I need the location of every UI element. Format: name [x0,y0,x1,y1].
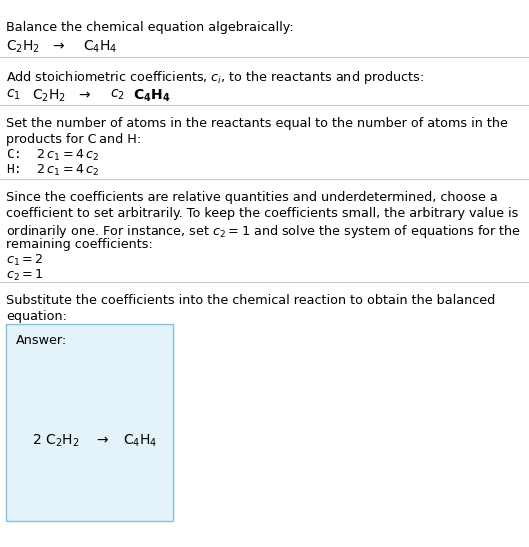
Text: $2\ \mathregular{C_2H_2}$: $2\ \mathregular{C_2H_2}$ [32,432,79,449]
Text: $\rightarrow$: $\rightarrow$ [50,38,66,53]
Text: $c_1$: $c_1$ [6,88,21,102]
Text: products for C and H:: products for C and H: [6,133,142,146]
Text: Balance the chemical equation algebraically:: Balance the chemical equation algebraica… [6,21,294,34]
Text: C:  $2\,c_1 = 4\,c_2$: C: $2\,c_1 = 4\,c_2$ [6,148,100,163]
Text: $\mathregular{C_2H_2}$: $\mathregular{C_2H_2}$ [32,88,66,104]
Text: equation:: equation: [6,310,67,323]
FancyBboxPatch shape [6,324,173,521]
Text: H:  $2\,c_1 = 4\,c_2$: H: $2\,c_1 = 4\,c_2$ [6,162,100,178]
Text: $\mathregular{C_4H_4}$: $\mathregular{C_4H_4}$ [123,432,157,449]
Text: ordinarily one. For instance, set $c_2 = 1$ and solve the system of equations fo: ordinarily one. For instance, set $c_2 =… [6,223,522,240]
Text: Answer:: Answer: [16,334,67,347]
Text: remaining coefficients:: remaining coefficients: [6,238,153,252]
Text: $\rightarrow$: $\rightarrow$ [76,88,92,102]
Text: $\mathregular{C_4H_4}$: $\mathregular{C_4H_4}$ [83,38,117,55]
Text: Substitute the coefficients into the chemical reaction to obtain the balanced: Substitute the coefficients into the che… [6,294,496,307]
Text: $\mathregular{C_2H_2}$: $\mathregular{C_2H_2}$ [6,38,41,55]
Text: $c_1 = 2$: $c_1 = 2$ [6,253,44,268]
Text: $c_2 = 1$: $c_2 = 1$ [6,267,44,283]
Text: $\mathbf{C_4H_4}$: $\mathbf{C_4H_4}$ [133,88,171,104]
Text: Add stoichiometric coefficients, $c_i$, to the reactants and products:: Add stoichiometric coefficients, $c_i$, … [6,69,424,86]
Text: Since the coefficients are relative quantities and underdetermined, choose a: Since the coefficients are relative quan… [6,191,498,204]
Text: Set the number of atoms in the reactants equal to the number of atoms in the: Set the number of atoms in the reactants… [6,117,508,130]
Text: $c_2$: $c_2$ [110,88,125,102]
Text: $\rightarrow$: $\rightarrow$ [94,432,110,446]
Text: coefficient to set arbitrarily. To keep the coefficients small, the arbitrary va: coefficient to set arbitrarily. To keep … [6,207,519,220]
